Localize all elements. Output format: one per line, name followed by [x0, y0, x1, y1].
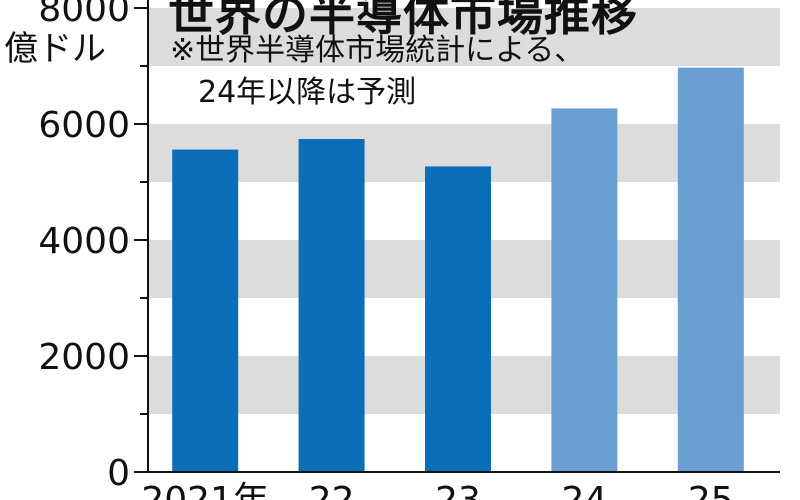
x-tick-labels: 2021年 22 23 24 25: [141, 480, 733, 500]
y-axis: [134, 0, 780, 473]
grid-band-3: [148, 8, 780, 66]
x-tick-label-25: 25: [688, 480, 734, 500]
x-tick-label-23: 23: [435, 480, 481, 500]
bar-23: [425, 166, 491, 472]
y-tick-label-6000: 6000: [38, 105, 130, 146]
source-note: ※世界半導体市場統計による、: [170, 33, 585, 68]
y-tick-label-0: 0: [107, 453, 130, 494]
y-tick-label-8000: 8000: [38, 0, 130, 30]
y-unit-label: 億ドル: [4, 29, 106, 69]
bar-2021年: [172, 149, 239, 472]
y-tick-label-4000: 4000: [38, 221, 130, 262]
x-tick-label-24: 24: [561, 480, 607, 500]
bar-group: [172, 67, 744, 473]
y-tick-label-2000: 2000: [38, 337, 130, 378]
forecast-note: 24年以降は予測: [198, 75, 417, 110]
y-tick-labels: 0 2000 4000 6000 8000: [38, 0, 130, 494]
chart-title: 世界の半導体市場推移: [168, 0, 638, 41]
bar-22: [298, 139, 365, 472]
x-tick-label-22: 22: [309, 480, 355, 500]
bar-24: [551, 108, 618, 472]
bar-25: [677, 67, 744, 473]
x-tick-label-2021年: 2021年: [141, 480, 269, 500]
